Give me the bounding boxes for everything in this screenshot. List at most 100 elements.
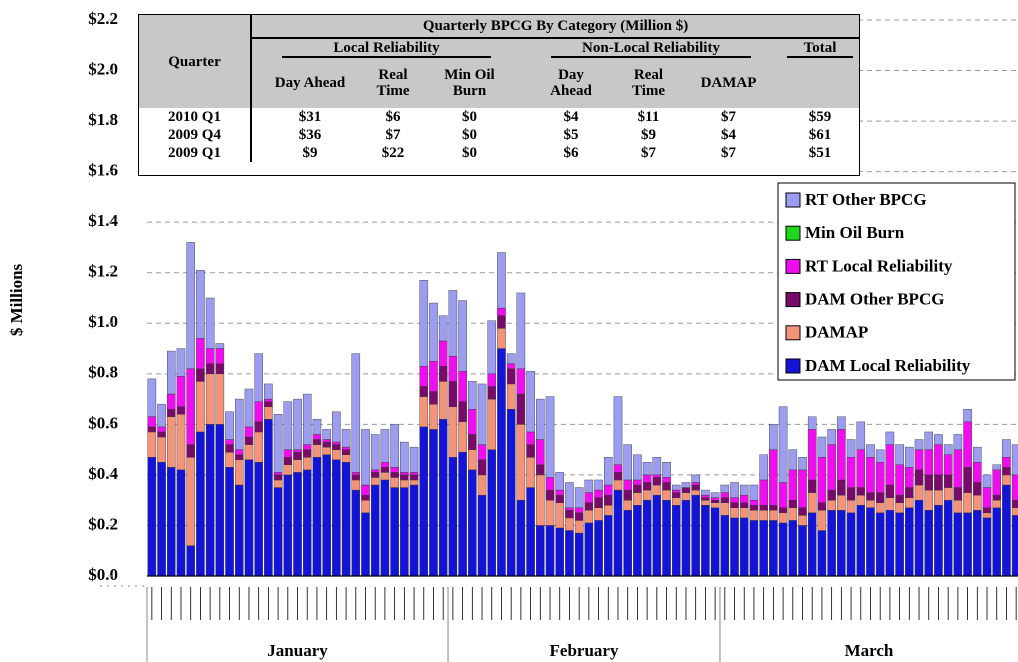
bar-segment [642,462,652,476]
column-header: DAMAP [676,58,781,108]
legend-swatch [785,358,801,374]
column-label: Day Ahead [274,75,346,91]
bar-segment [720,497,730,503]
table-cell: $5 [563,127,579,143]
table-cell: $11 [637,109,660,125]
bar-segment [720,492,730,498]
bar-segment [205,373,215,425]
bar-segment [516,368,526,395]
bar-segment [905,497,914,508]
bar-segment [302,393,312,445]
bar-segment [691,474,700,483]
bar-segment [302,457,312,471]
bar-segment [477,494,487,577]
bar-segment [807,416,817,430]
bar-segment [603,505,613,516]
bar-segment [963,409,972,423]
bar-segment [934,489,943,506]
column-label: Real Time [376,67,410,99]
bar-segment [875,449,885,463]
column-header: Real Time [368,58,418,108]
bar-segment [866,499,875,508]
bar-segment [856,421,866,450]
bar-segment [613,489,623,577]
bar-segment [613,472,623,481]
bar-segment [943,454,953,476]
bar-segment [769,449,778,506]
bar-segment [458,371,467,402]
bar-segment [730,497,739,503]
bar-segment [1002,484,1011,577]
bar-segment [905,467,914,488]
bar-segment [351,474,361,481]
bar-segment [438,340,448,367]
bar-segment [807,492,817,514]
bar-segment [613,464,623,473]
table-cell: $6 [385,109,401,125]
bar-segment [555,489,565,496]
bar-segment [739,517,749,577]
header-row: Local Reliability Non-Local Reliability To… [139,38,860,58]
bar-segment [341,446,351,450]
bar-segment [166,416,176,468]
bar-segment [837,494,846,511]
legend-label: DAM Other BPCG [805,290,944,309]
bar-segment [409,484,419,577]
bar-segment [807,429,817,481]
group-label: Non-Local Reliability [551,40,751,58]
bar-segment [895,494,904,503]
bar-segment [875,512,885,577]
bar-segment [633,454,642,481]
bar-segment [739,494,749,503]
table-cell: $7 [721,109,736,125]
bar-segment [545,477,555,491]
bar-segment [458,421,467,453]
bar-segment [691,482,700,486]
bar-segment [341,462,351,577]
bar-segment [710,499,720,503]
bar-segment [293,472,302,577]
bar-segment [584,479,594,493]
bar-segment [390,472,399,478]
bar-segment [458,451,467,577]
bar-segment [856,487,866,496]
bar-segment [419,396,429,428]
bar-segment [924,474,934,491]
bar-segment [283,401,293,450]
bar-segment [448,457,458,577]
bar-segment [351,353,361,473]
table-cell: $9 [641,127,656,143]
column-label: Real Time [631,67,666,99]
legend-label: Min Oil Burn [805,223,905,242]
bar-segment [273,414,283,473]
bar-segment [400,479,409,488]
bar-segment [837,510,846,577]
bar-segment [574,512,584,521]
column-header: Min Oil Burn [418,58,521,108]
bar-segment [1011,515,1018,577]
bar-segment [147,457,157,577]
group-label: Local Reliability [282,40,491,58]
bar-segment [545,489,555,501]
bar-segment [234,454,244,460]
bar-segment [895,444,904,465]
bar-segment [225,451,234,468]
bar-segment [234,449,244,455]
bar-segment [477,383,487,445]
bar-segment [273,487,283,577]
bar-segment [390,467,399,473]
bar-segment [147,426,157,433]
bar-segment [1011,499,1018,508]
bar-segment [924,449,934,476]
bar-segment [798,515,807,526]
bar-segment [516,292,526,369]
bar-segment [234,459,244,486]
bar-segment [487,386,497,400]
table-cell: $4 [721,127,736,143]
bar-segment [186,368,195,445]
y-tick-label: $2.2 [88,9,118,28]
bar-segment [448,381,458,407]
bar-segment [798,469,807,508]
bar-segment [458,401,467,423]
bar-segment [205,297,215,349]
